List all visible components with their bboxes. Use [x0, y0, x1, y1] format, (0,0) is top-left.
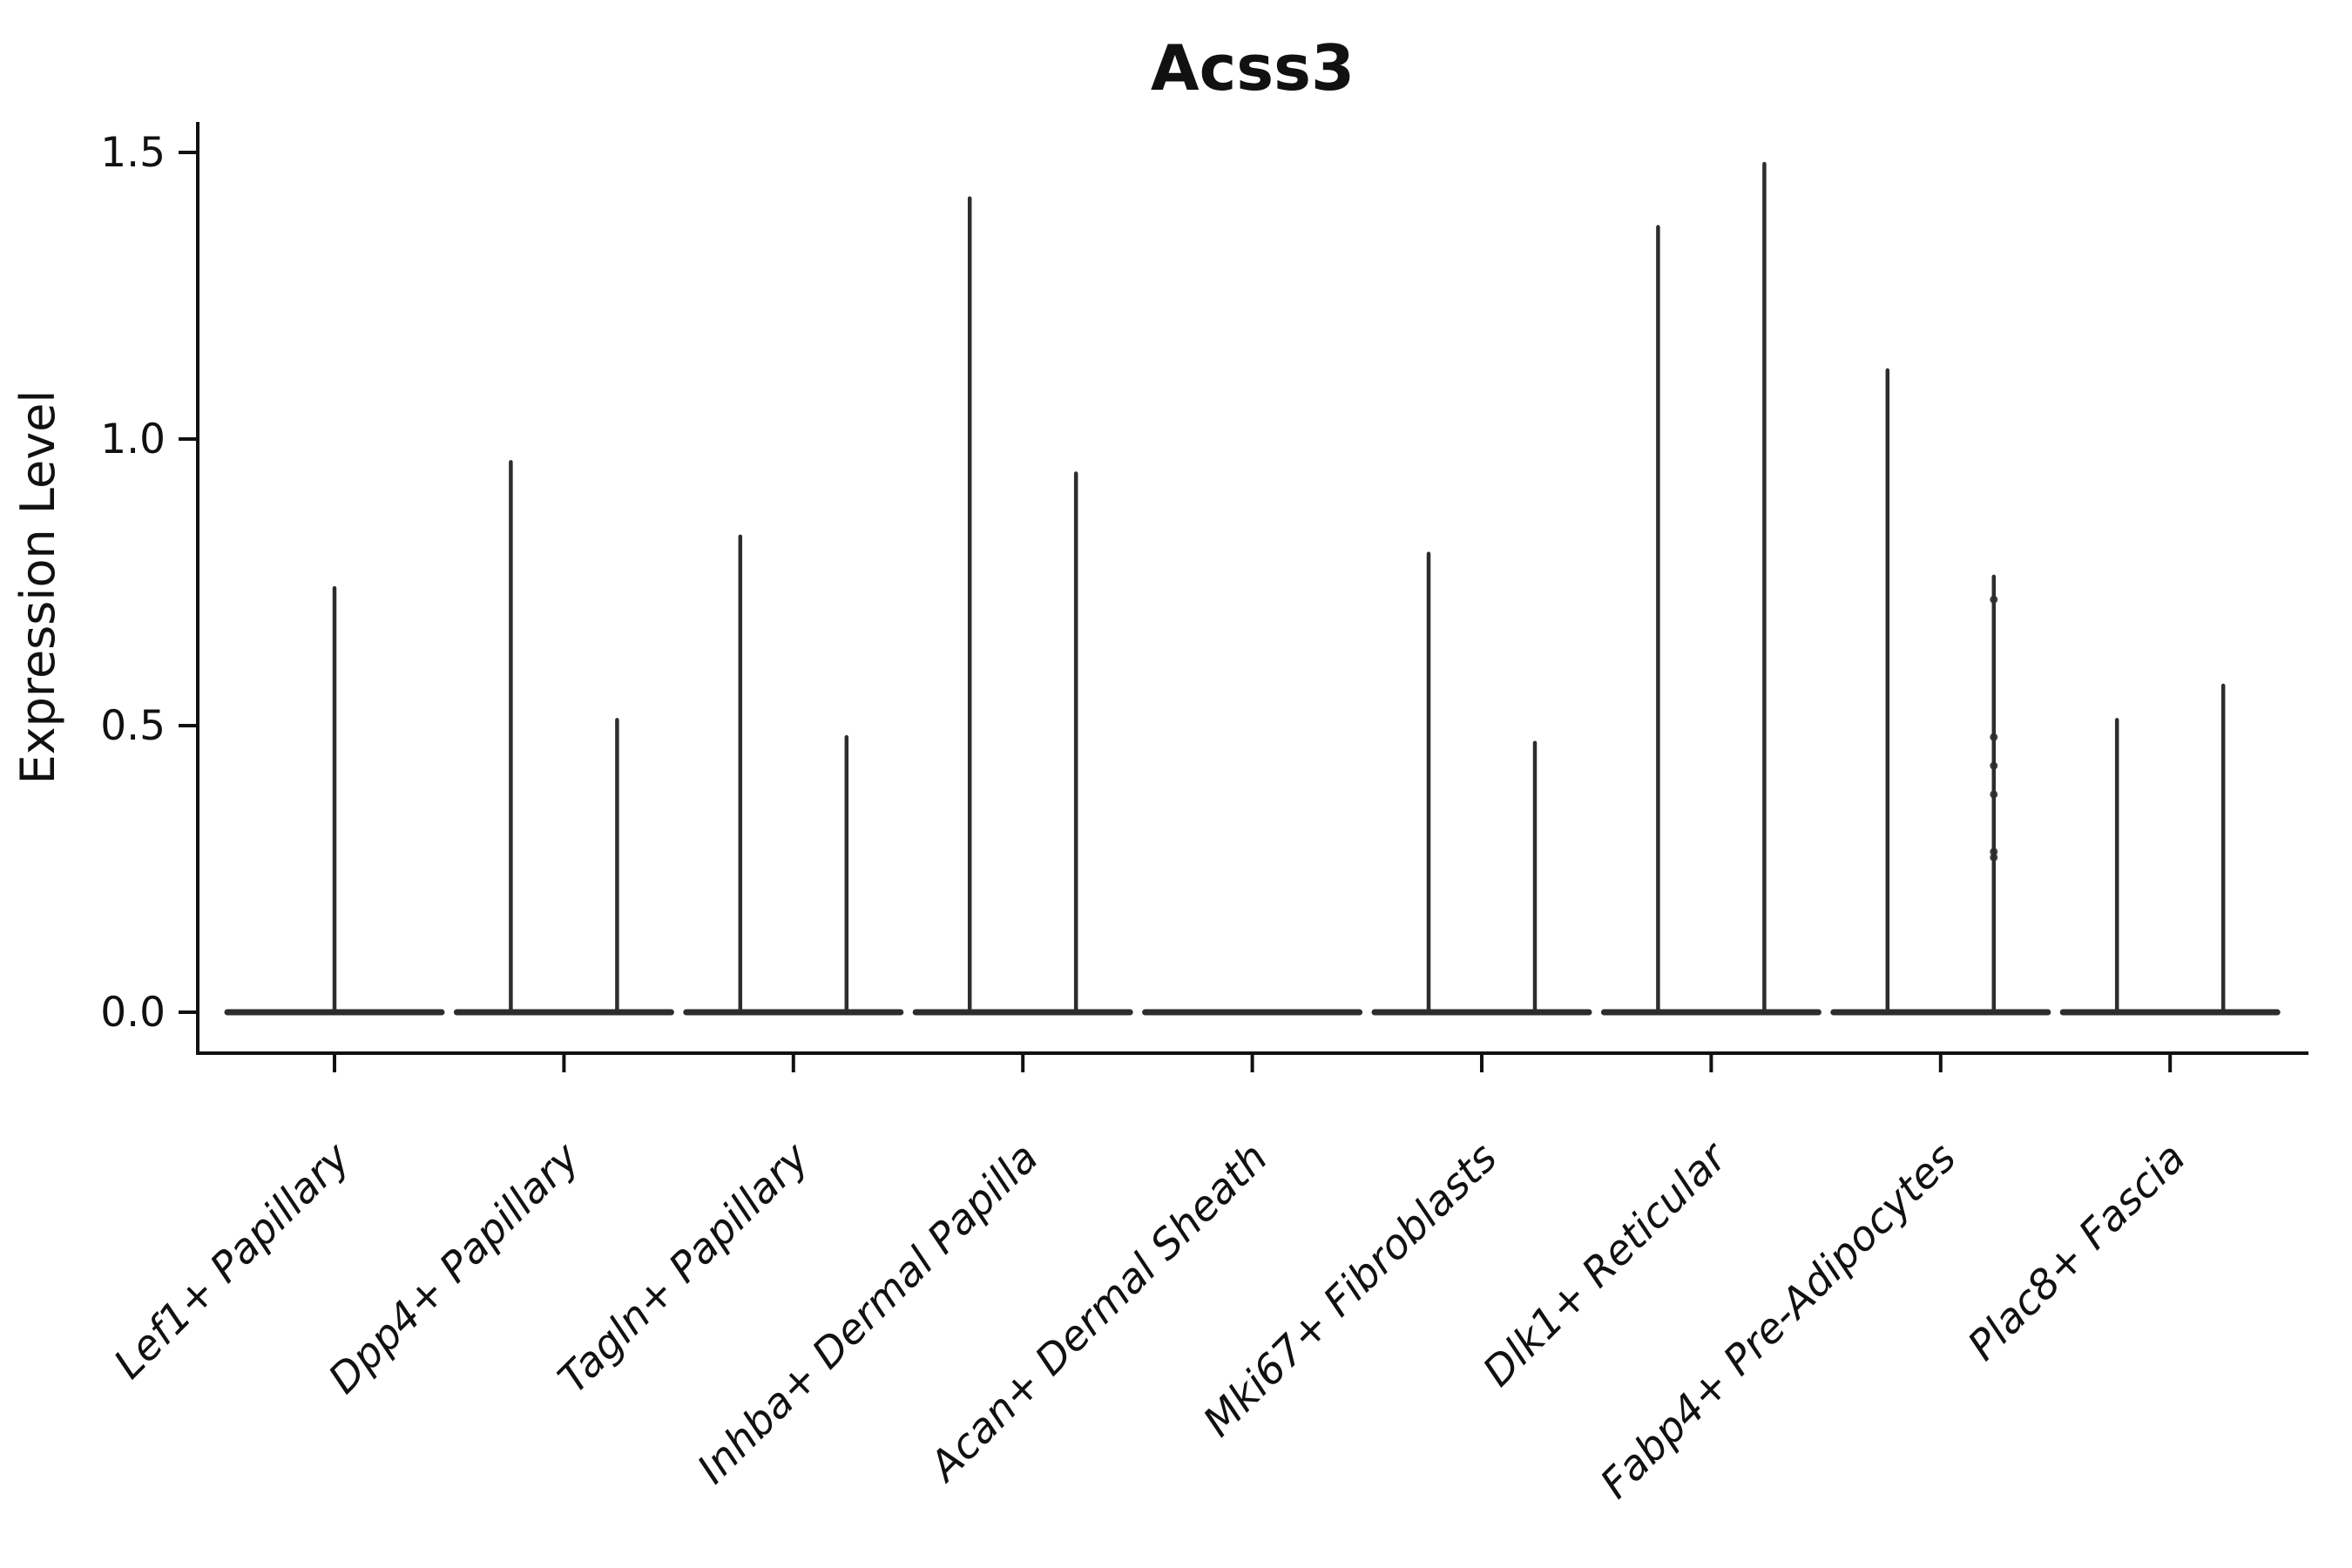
violin-lef1-papillary	[224, 585, 445, 1016]
cell-point	[1990, 848, 1998, 856]
violin-layer	[224, 161, 2281, 1016]
y-axis-label: Expression Level	[10, 390, 65, 785]
x-tick-label: Tagln+ Papillary	[550, 1133, 820, 1403]
violin-dpp4-papillary	[453, 460, 674, 1016]
cell-point	[1990, 790, 1998, 799]
y-tick-label: 1.0	[100, 416, 166, 463]
x-tick-label: Lef1+ Papillary	[105, 1133, 360, 1389]
y-tick-label: 1.5	[100, 129, 166, 177]
y-tick-label: 0.5	[100, 702, 166, 750]
x-tick-label: Dlk1+ Reticular	[1474, 1132, 1738, 1396]
violin-inhba-dermal-papilla	[912, 196, 1133, 1016]
cell-point	[1990, 761, 1998, 770]
violin-tagln-papillary	[683, 534, 904, 1016]
y-tick-label: 0.0	[100, 989, 166, 1037]
cell-point	[1990, 595, 1998, 604]
cell-point	[1990, 733, 1998, 741]
violin-fabp4-pre-adipocytes	[1830, 368, 2051, 1016]
x-tick-label: Dpp4+ Papillary	[320, 1133, 590, 1403]
violin-mki67-fibroblasts	[1371, 551, 1592, 1016]
cell-point	[1990, 853, 1998, 862]
x-tick-label: Plac8+ Fascia	[1959, 1134, 2195, 1370]
violin-dlk1-reticular	[1600, 161, 1821, 1016]
violin-plac8-fascia	[2059, 683, 2281, 1016]
plot-title: Acss3	[1151, 31, 1355, 105]
